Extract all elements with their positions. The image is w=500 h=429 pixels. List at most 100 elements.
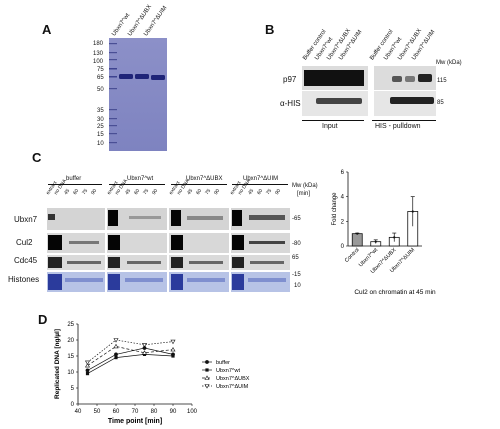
y-tick-label: 5: [71, 386, 75, 392]
blot-row-label: Ubxn7: [14, 215, 38, 224]
y-tick-label: 0: [341, 244, 345, 250]
blot-band: [232, 235, 244, 250]
lane-label: 90: [213, 188, 222, 196]
lane-label: 90: [151, 188, 160, 196]
panel-d-letter: D: [38, 312, 48, 327]
blot-row-label: p97: [283, 75, 297, 84]
panel-c-group-label: Ubxn7^ΔUBX: [186, 176, 223, 182]
lane-label: 75: [204, 188, 213, 196]
lane-label: 45: [247, 188, 256, 196]
coomassie-gel: [109, 38, 167, 151]
mw-header: Mw (kDa): [436, 60, 462, 66]
legend-label: buffer: [216, 360, 230, 366]
series-line: [87, 346, 174, 366]
lane-label: 90: [274, 188, 283, 196]
blot-band: [48, 214, 55, 220]
marker-label: 10: [97, 141, 104, 147]
blot-band: [48, 235, 62, 250]
blot-band: [187, 278, 225, 282]
mw-label: -15: [292, 272, 301, 278]
y-tick-label: 25: [67, 322, 74, 328]
lane-label: 60: [72, 188, 81, 196]
marker-label: 15: [97, 132, 104, 138]
x-tick-label: 100: [187, 409, 198, 415]
series-marker: [84, 360, 91, 366]
panel-c-group-label: Ubxn7^wt: [127, 176, 154, 182]
data-point: [411, 210, 414, 213]
x-tick-label: 90: [170, 409, 177, 415]
series-marker: [204, 375, 210, 380]
legend-label: Ubxn7^wt: [216, 368, 240, 374]
panel-b-letter: B: [265, 22, 275, 37]
panel-b-western-blot: [302, 66, 436, 116]
x-tick-label: 70: [132, 409, 139, 415]
y-tick-label: 6: [341, 170, 345, 176]
blot-band: [304, 70, 364, 86]
blot-band: [232, 257, 244, 268]
marker-label: 65: [97, 75, 104, 81]
series-marker: [205, 368, 209, 372]
group-label-input: Input: [322, 123, 338, 130]
legend-label: Ubxn7^ΔUBX: [216, 376, 250, 382]
blot-band: [48, 257, 62, 268]
lane-label: 90: [90, 188, 99, 196]
series-marker: [114, 352, 118, 357]
blot-band: [69, 241, 99, 244]
blot-band: [249, 215, 285, 220]
bar-chart-title: Cul2 on chromatin at 45 min: [354, 289, 436, 296]
mw-label: 10: [294, 283, 301, 289]
series-marker: [113, 338, 119, 343]
blot-band: [171, 257, 183, 268]
marker-label: 30: [97, 117, 104, 123]
x-tick-label: 40: [75, 409, 82, 415]
blot-band: [249, 241, 285, 244]
mw-label: 85: [437, 100, 444, 106]
series-marker: [114, 356, 118, 360]
y-axis-label: Replicated DNA [ng/µl]: [54, 329, 61, 399]
panel-c-letter: C: [32, 150, 42, 165]
blot-band: [48, 274, 62, 290]
y-tick-label: 0: [71, 402, 75, 408]
series-line: [87, 339, 174, 363]
lane-label: 60: [195, 188, 204, 196]
marker-label: 25: [97, 124, 104, 130]
blot-band: [390, 97, 434, 104]
series-line: [87, 354, 174, 374]
blot-row-label: Cul2: [16, 238, 33, 247]
lane-label: 45: [63, 188, 72, 196]
series-marker: [170, 346, 176, 352]
blot-band: [171, 210, 181, 226]
blot-band: [316, 98, 362, 104]
blot-band: [129, 216, 161, 219]
x-axis-label: Time point [min]: [108, 418, 162, 425]
protein-band: [151, 75, 165, 80]
blot-band: [392, 76, 402, 82]
series-marker: [85, 368, 90, 373]
mw-label: -80: [292, 241, 301, 247]
y-tick-label: 2: [341, 219, 345, 225]
series-marker: [205, 360, 209, 364]
lane-label: 75: [142, 188, 151, 196]
lane-label: 60: [133, 188, 142, 196]
legend-label: Ubxn7^ΔUIM: [216, 384, 249, 390]
panel-a-letter: A: [42, 22, 52, 37]
series-line: [87, 347, 174, 371]
blot-band: [108, 274, 120, 290]
x-tick-label: 50: [94, 409, 101, 415]
y-tick-label: 15: [67, 354, 74, 360]
protein-band: [135, 74, 149, 79]
blot-band: [65, 278, 103, 282]
marker-label: 100: [93, 59, 104, 65]
blot-band: [248, 278, 286, 282]
y-axis-label: Fold change: [332, 192, 338, 226]
marker-label: 35: [97, 108, 104, 114]
blot-band: [171, 235, 183, 250]
marker-label: 130: [93, 51, 104, 57]
series-marker: [141, 350, 148, 355]
blot-band: [232, 210, 242, 226]
marker-label: 180: [93, 41, 104, 47]
blot-band: [108, 235, 120, 250]
mw-label: 65: [292, 255, 299, 261]
blot-row-label: Histones: [8, 275, 40, 284]
